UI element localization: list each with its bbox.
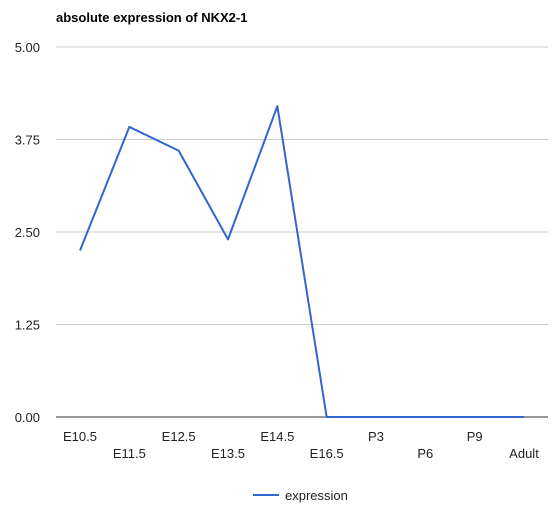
series-line-expression[interactable] <box>79 105 524 418</box>
x-tick-label: E11.5 <box>113 446 146 461</box>
data-point[interactable] <box>520 413 528 421</box>
data-point[interactable] <box>421 413 429 421</box>
x-tick-label: P3 <box>368 429 384 444</box>
data-point[interactable] <box>224 235 232 243</box>
y-tick-label: 0.00 <box>15 410 40 425</box>
series-layer <box>76 102 528 421</box>
y-tick-label: 1.25 <box>15 318 40 333</box>
x-tick-label: Adult <box>509 446 539 461</box>
data-point[interactable] <box>471 413 479 421</box>
data-point[interactable] <box>323 413 331 421</box>
gridlines <box>56 46 548 418</box>
x-tick-label: P6 <box>417 446 433 461</box>
x-axis-tick-labels: E10.5 E11.5 E12.5 E13.5 E14.5 E16.5 P3 P6 P9 Adul… <box>63 429 539 461</box>
x-tick-label: E14.5 <box>260 429 294 444</box>
x-tick-label: E12.5 <box>162 429 196 444</box>
chart-title: absolute expression of NKX2-1 <box>56 10 248 25</box>
data-point[interactable] <box>273 102 281 110</box>
data-point[interactable] <box>76 247 84 255</box>
data-point[interactable] <box>175 147 183 155</box>
x-tick-label: E13.5 <box>211 446 245 461</box>
x-tick-label: P9 <box>467 429 483 444</box>
legend-label: expression <box>285 488 348 503</box>
y-tick-label: 2.50 <box>15 225 40 240</box>
legend[interactable]: expression <box>253 488 348 503</box>
x-tick-label: E16.5 <box>310 446 344 461</box>
data-point[interactable] <box>125 123 133 131</box>
x-tick-label: E10.5 <box>63 429 97 444</box>
y-tick-label: 5.00 <box>15 40 40 55</box>
y-tick-label: 3.75 <box>15 133 40 148</box>
data-point[interactable] <box>372 413 380 421</box>
y-axis-tick-labels: 0.00 1.25 2.50 3.75 5.00 <box>15 40 40 425</box>
